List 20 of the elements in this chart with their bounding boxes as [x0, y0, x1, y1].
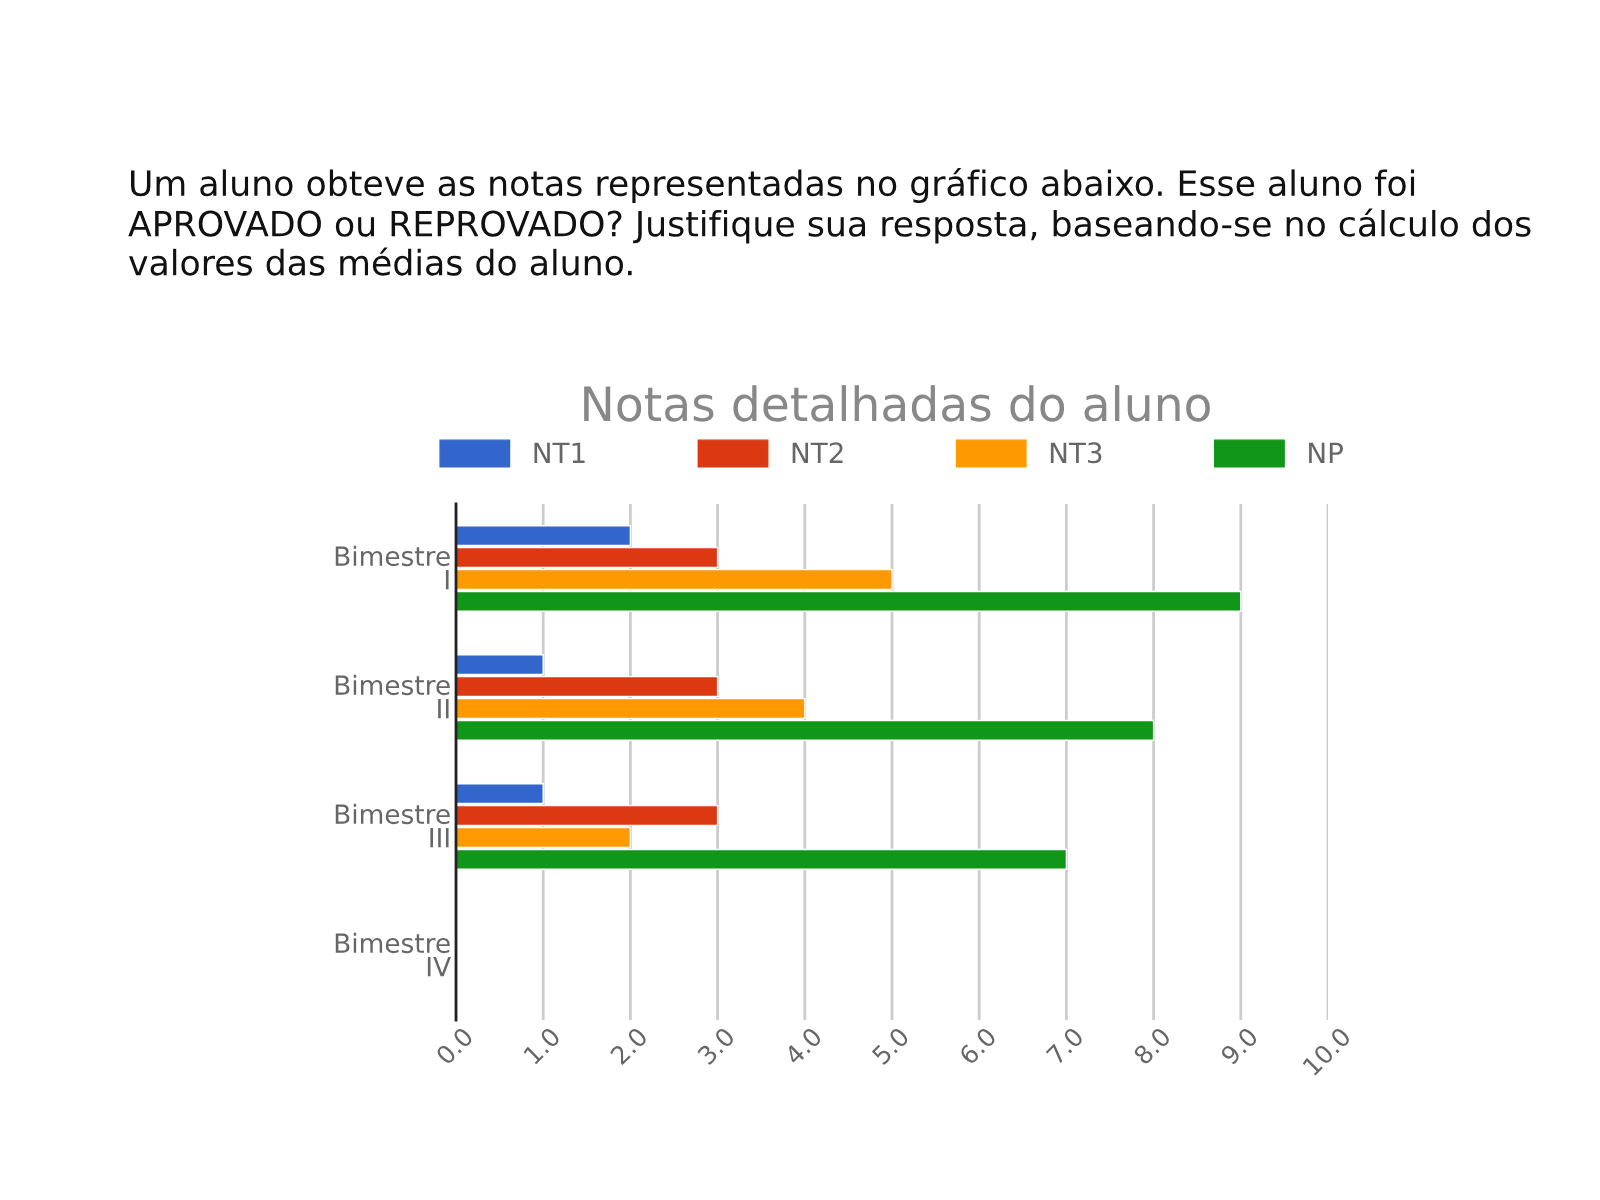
x-tick-label: 2.0	[609, 1026, 649, 1066]
legend-label: NT3	[1050, 442, 1102, 464]
x-tick-label: 9.0	[1219, 1026, 1259, 1066]
x-tick-label: 0.0	[434, 1026, 475, 1066]
chart-title: Notas detalhadas do aluno	[584, 385, 1210, 422]
x-tick-label: 3.0	[696, 1026, 736, 1066]
legend-label: NT1	[534, 442, 585, 463]
x-tick-label: 8.0	[1132, 1026, 1172, 1066]
x-tick-label: 1.0	[522, 1026, 562, 1065]
x-tick-label: 7.0	[1045, 1026, 1085, 1066]
legend-label: NP	[1309, 442, 1343, 463]
x-tick-label: 6.0	[958, 1026, 998, 1066]
legend-label: NT2	[792, 442, 843, 463]
y-tick-label: Bimestre IV	[335, 932, 451, 977]
x-tick-label: 4.0	[783, 1026, 823, 1066]
y-tick-label: Bimestre I	[335, 545, 450, 590]
y-tick-label: Bimestre III	[335, 803, 450, 848]
text: Um aluno obteve as notas representadas no gráfico abaixo. Esse aluno foi APROVADO ou REPROVADO? Justifique sua resposta, baseando-se no cálculo dos valores das médias do aluno.	[128, 168, 1531, 276]
y-tick-label: Bimestre II	[335, 674, 450, 719]
x-tick-label: 5.0	[871, 1026, 911, 1066]
